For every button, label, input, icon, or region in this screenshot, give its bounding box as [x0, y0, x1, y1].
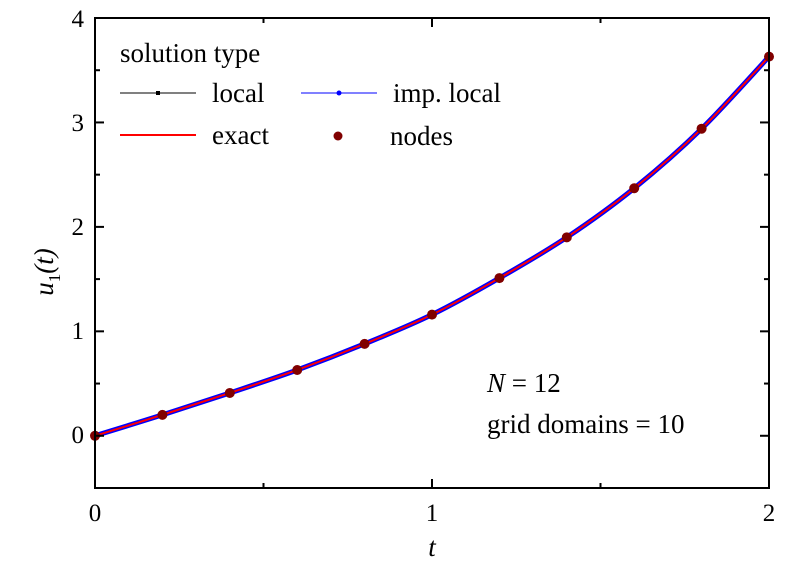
dot-marker-icon: [336, 90, 342, 96]
series-local: [94, 56, 770, 437]
y-tick-label: 0: [72, 422, 85, 449]
node-marker: [157, 409, 168, 420]
node-markers: [90, 51, 774, 441]
y-label-arg: (t): [29, 248, 59, 273]
y-tick-label: 3: [72, 110, 85, 137]
y-axis-label: u1(t): [29, 248, 64, 295]
legend-label: local: [212, 78, 264, 108]
legend-label: exact: [212, 120, 269, 150]
annotation: N = 12 grid domains = 10: [486, 368, 684, 439]
legend-label: imp. local: [393, 78, 501, 108]
x-tick-label: 0: [89, 500, 102, 527]
annotation-grid-domains: grid domains = 10: [487, 409, 684, 439]
legend-label: nodes: [390, 121, 453, 151]
node-marker: [494, 273, 505, 284]
node-marker: [696, 123, 707, 134]
annotation-n: N = 12: [486, 368, 561, 398]
x-tick-label: 1: [426, 500, 439, 527]
node-marker: [224, 387, 235, 398]
y-label-subscript: 1: [45, 274, 64, 283]
y-tick-label: 4: [72, 6, 85, 33]
legend-entry-nodes: nodes: [333, 121, 453, 151]
node-marker: [629, 183, 640, 194]
legend-entry-imp-local: imp. local: [301, 78, 501, 108]
svg-text:u1(t): u1(t): [29, 248, 64, 295]
legend-entry-local: local: [120, 78, 264, 108]
x-axis-label: t: [428, 532, 437, 561]
n-value: = 12: [505, 368, 561, 398]
y-tick-label: 1: [72, 318, 85, 345]
legend-title: solution type: [120, 38, 260, 68]
n-symbol: N: [486, 368, 507, 398]
series-exact: [94, 55, 770, 437]
node-marker: [427, 309, 437, 320]
y-tick-label: 2: [72, 214, 85, 241]
x-tick-label: 2: [763, 500, 776, 527]
square-marker-icon: [156, 91, 160, 95]
curves: [94, 54, 771, 439]
axis-ticks: [94, 17, 770, 489]
node-marker: [292, 364, 303, 375]
legend-entry-exact: exact: [120, 120, 269, 150]
legend: solution type local imp. local exact nod…: [120, 38, 501, 151]
circle-marker-icon: [333, 131, 343, 141]
node-marker: [561, 232, 572, 243]
series-imp-local: [94, 54, 771, 439]
y-label-main: u: [29, 282, 59, 296]
node-marker: [359, 338, 370, 349]
